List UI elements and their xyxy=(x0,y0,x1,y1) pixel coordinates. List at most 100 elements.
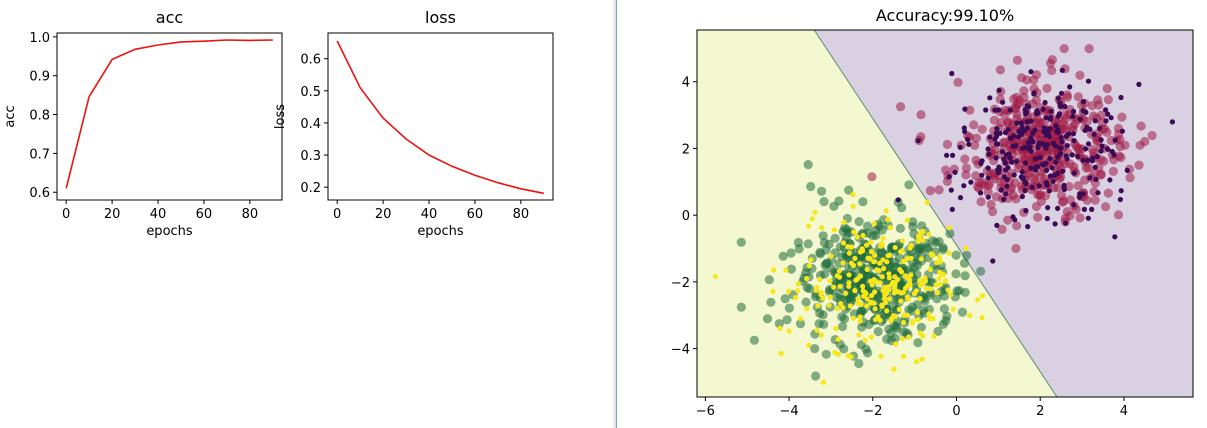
window-divider[interactable] xyxy=(612,0,617,428)
predicted-point xyxy=(806,263,812,269)
x-axis-label: epochs xyxy=(417,224,464,239)
predicted-point xyxy=(887,225,893,231)
predicted-point xyxy=(1001,174,1007,180)
predicted-point xyxy=(786,288,792,294)
predicted-point xyxy=(901,258,907,264)
predicted-point xyxy=(874,267,880,273)
x-tick-label: −4 xyxy=(779,404,798,419)
true-label-point xyxy=(784,303,794,313)
predicted-point xyxy=(804,306,810,312)
predicted-point xyxy=(1024,119,1030,125)
predicted-point xyxy=(831,284,837,290)
y-tick-label: 0.5 xyxy=(300,85,321,100)
predicted-point xyxy=(1097,125,1103,131)
true-label-point xyxy=(896,102,906,112)
predicted-point xyxy=(926,311,932,317)
y-tick-label: 1.0 xyxy=(29,31,50,46)
predicted-point xyxy=(1025,224,1031,230)
predicted-point xyxy=(1090,156,1096,162)
predicted-point xyxy=(1016,128,1022,134)
predicted-point xyxy=(907,277,913,283)
predicted-point xyxy=(1107,177,1113,183)
predicted-point xyxy=(771,267,777,273)
predicted-point xyxy=(934,260,940,266)
predicted-point xyxy=(1095,190,1101,196)
true-label-point xyxy=(917,249,927,259)
predicted-point xyxy=(1055,205,1061,211)
true-label-point xyxy=(941,165,951,175)
x-axis-label: epochs xyxy=(146,224,193,239)
predicted-point xyxy=(1001,156,1007,162)
predicted-point xyxy=(1098,148,1104,154)
predicted-point xyxy=(1080,99,1087,105)
y-tick-label: 0.3 xyxy=(300,149,321,164)
predicted-point xyxy=(1080,108,1086,114)
predicted-point xyxy=(873,278,879,284)
predicted-point xyxy=(873,316,879,323)
predicted-point xyxy=(913,288,919,294)
predicted-point xyxy=(961,183,967,189)
true-label-point xyxy=(989,115,999,125)
predicted-point xyxy=(1105,111,1111,117)
true-label-point xyxy=(938,245,948,255)
predicted-point xyxy=(898,298,904,304)
true-label-point xyxy=(840,223,850,233)
decision-boundary-line xyxy=(813,29,1058,398)
predicted-point xyxy=(915,138,921,144)
predicted-point xyxy=(893,341,899,347)
true-label-point xyxy=(926,278,936,288)
true-label-point xyxy=(1029,75,1039,85)
predicted-point xyxy=(857,261,863,267)
y-tick-label: 0.6 xyxy=(300,53,321,68)
predicted-point xyxy=(946,174,952,180)
predicted-point xyxy=(985,194,991,200)
predicted-point xyxy=(934,289,940,296)
x-tick-label: 0 xyxy=(62,207,70,222)
true-label-point xyxy=(793,237,803,248)
predicted-point xyxy=(926,232,932,238)
true-label-point xyxy=(821,349,831,359)
series-line xyxy=(336,40,544,195)
predicted-point xyxy=(886,275,892,281)
predicted-point xyxy=(1077,194,1083,200)
predicted-point xyxy=(1045,130,1051,136)
predicted-point xyxy=(979,315,985,321)
predicted-point xyxy=(908,255,914,261)
true-label-point xyxy=(1019,86,1029,96)
predicted-point xyxy=(852,288,858,294)
true-label-point xyxy=(1036,172,1046,182)
predicted-point xyxy=(965,136,971,143)
predicted-point xyxy=(1009,159,1015,165)
true-label-point xyxy=(942,139,952,149)
predicted-point xyxy=(869,292,875,299)
predicted-point xyxy=(1047,155,1053,162)
true-label-point xyxy=(818,231,828,241)
true-label-point xyxy=(986,199,996,210)
true-label-point xyxy=(960,271,970,281)
predicted-point xyxy=(864,242,870,248)
predicted-point xyxy=(1007,135,1013,141)
predicted-point xyxy=(879,274,885,280)
predicted-point xyxy=(812,209,818,215)
predicted-point xyxy=(1019,145,1026,151)
predicted-point xyxy=(815,303,821,309)
predicted-point xyxy=(899,238,905,244)
predicted-point xyxy=(889,316,895,322)
predicted-point xyxy=(880,235,886,241)
predicted-point xyxy=(818,332,824,338)
predicted-point xyxy=(1013,158,1020,164)
predicted-point xyxy=(966,141,972,147)
predicted-point xyxy=(855,276,861,282)
predicted-point xyxy=(1024,125,1030,131)
true-label-point xyxy=(1034,118,1044,128)
true-label-point xyxy=(977,124,987,134)
axes-frame xyxy=(56,32,283,201)
x-tick-label: 80 xyxy=(513,207,530,222)
predicted-point xyxy=(1064,143,1070,149)
predicted-point xyxy=(1023,208,1029,214)
predicted-point xyxy=(1048,108,1054,114)
predicted-point xyxy=(814,327,820,333)
predicted-point xyxy=(995,141,1001,147)
predicted-point xyxy=(834,273,840,279)
true-label-point xyxy=(803,160,813,170)
